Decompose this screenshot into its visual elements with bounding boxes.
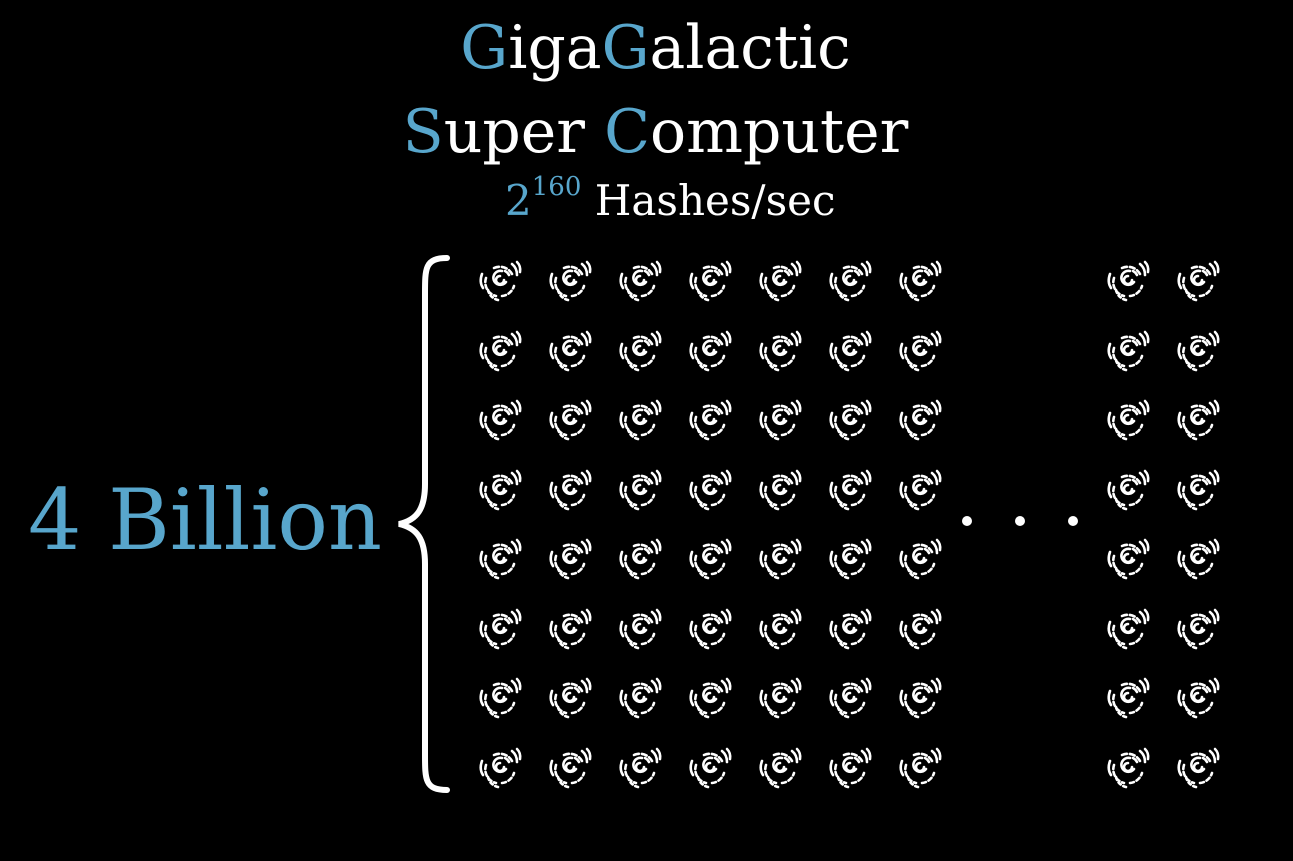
galaxy-icon [542,391,598,447]
galaxy-icon [682,530,738,586]
galaxy-icon [822,530,878,586]
galaxy-icon [682,391,738,447]
ellipsis-dot [962,516,972,526]
galaxy-icon [682,600,738,656]
galaxy-icon [892,669,948,725]
hash-rate-exponent: 160 [531,172,582,202]
galaxy-icon [1170,600,1226,656]
galaxy-icon [752,252,808,308]
galaxy-icon [752,461,808,517]
title-line2-segment: uper [443,97,605,167]
galaxy-icon [1100,252,1156,308]
galaxy-icon [472,322,528,378]
galaxy-icon [472,739,528,795]
galaxy-icon [822,739,878,795]
title-line1-segment: iga [508,13,602,83]
galaxy-icon [1170,252,1226,308]
galaxy-icon [542,669,598,725]
galaxy-icon [542,461,598,517]
galaxy-icon [472,391,528,447]
galaxy-icon [1170,530,1226,586]
galaxy-icon [612,669,668,725]
galaxy-icon [892,461,948,517]
title-line1-segment: G [601,13,650,83]
galaxy-icon [1100,322,1156,378]
galaxy-icon [612,322,668,378]
computer-count-label: 4 Billion [28,471,383,569]
galaxy-icon [612,252,668,308]
galaxy-icon [682,461,738,517]
galaxy-icon [682,739,738,795]
galaxy-icon [1170,739,1226,795]
galaxy-icon [1100,461,1156,517]
galaxy-icon [822,461,878,517]
galaxy-icon [542,530,598,586]
hash-rate-base: 2 [505,176,532,225]
galaxy-icon [682,669,738,725]
galaxy-icon [472,530,528,586]
galaxy-icon [1170,322,1226,378]
galaxy-icon [822,600,878,656]
galaxy-icon [612,530,668,586]
galaxy-icon [892,252,948,308]
galaxy-icon [752,669,808,725]
galaxy-icon [752,322,808,378]
title-line1-segment: G [460,13,509,83]
galaxy-icon [822,391,878,447]
hash-rate-unit: Hashes/sec [594,176,836,225]
title-line2-segment: C [604,97,650,167]
galaxy-icon [1100,739,1156,795]
galaxy-icon [472,600,528,656]
galaxy-icon [612,461,668,517]
galaxy-icon [892,600,948,656]
galaxy-icon [822,669,878,725]
hash-rate-label: 2160 Hashes/sec [505,174,836,222]
galaxy-icon [1170,391,1226,447]
galaxy-icon [1100,669,1156,725]
title-line-super-computer: Super Computer [0,102,1293,162]
galaxy-icon [472,461,528,517]
ellipsis-dot [1068,516,1078,526]
title-line-gigagalactic: GigaGalactic [0,18,1293,78]
galaxy-icon [542,600,598,656]
galaxy-icon [472,669,528,725]
galaxy-icon [542,322,598,378]
title-line2-segment: omputer [649,97,909,167]
galaxy-icon [682,322,738,378]
galaxy-icon [892,391,948,447]
galaxy-icon [752,391,808,447]
title-line2-segment: S [402,97,444,167]
galaxy-icon [1170,461,1226,517]
galaxy-icon [1100,530,1156,586]
galaxy-icon [542,252,598,308]
galaxy-icon [682,252,738,308]
galaxy-icon [822,252,878,308]
galaxy-icon [752,739,808,795]
title-line1-segment: alactic [649,13,851,83]
ellipsis-dot [1015,516,1025,526]
galaxy-icon [1100,391,1156,447]
galaxy-icon [892,322,948,378]
galaxy-icon [612,391,668,447]
galaxy-icon [892,530,948,586]
galaxy-icon [612,739,668,795]
galaxy-icon [612,600,668,656]
galaxy-icon [1100,600,1156,656]
galaxy-icon [752,530,808,586]
galaxy-icon [892,739,948,795]
curly-brace-icon [395,254,455,798]
galaxy-icon [1170,669,1226,725]
galaxy-icon [752,600,808,656]
galaxy-icon [472,252,528,308]
galaxy-icon [822,322,878,378]
galaxy-icon [542,739,598,795]
